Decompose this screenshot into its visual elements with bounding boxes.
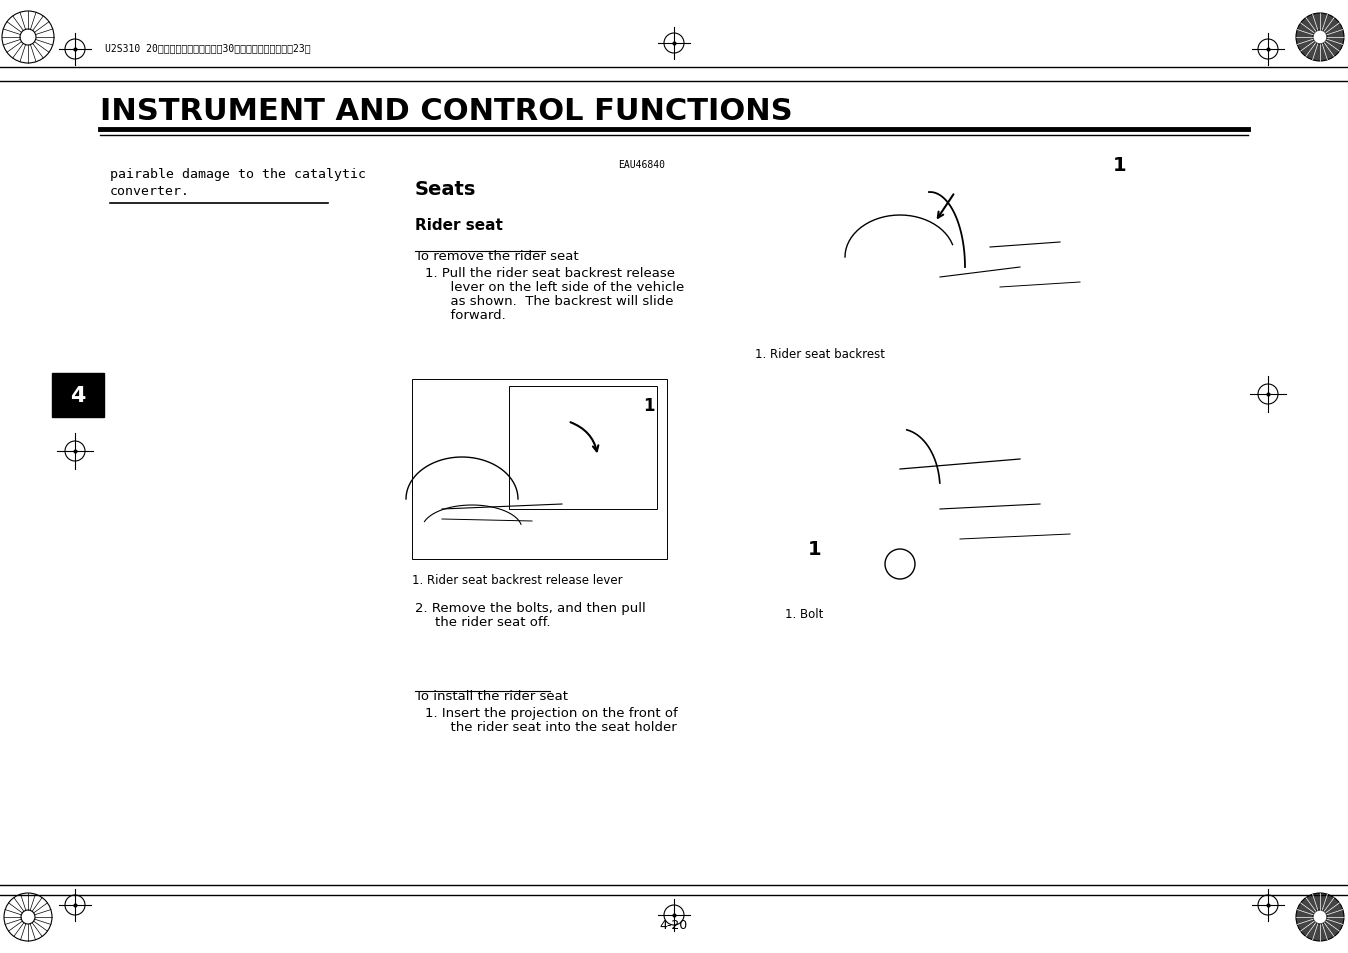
Text: EAU46840: EAU46840 xyxy=(617,160,665,170)
Text: To remove the rider seat: To remove the rider seat xyxy=(415,250,578,263)
Text: Seats: Seats xyxy=(415,180,476,199)
Text: 1. Pull the rider seat backrest release: 1. Pull the rider seat backrest release xyxy=(425,267,675,280)
Bar xyxy=(53,374,104,417)
Text: 1: 1 xyxy=(643,396,655,415)
Text: pairable damage to the catalytic: pairable damage to the catalytic xyxy=(111,168,367,181)
Text: lever on the left side of the vehicle: lever on the left side of the vehicle xyxy=(425,281,685,294)
Text: the rider seat off.: the rider seat off. xyxy=(435,616,550,628)
Text: Rider seat: Rider seat xyxy=(415,218,503,233)
Text: 1. Rider seat backrest: 1. Rider seat backrest xyxy=(755,348,886,360)
Circle shape xyxy=(1295,893,1344,941)
Text: forward.: forward. xyxy=(425,309,506,322)
Text: 2. Remove the bolts, and then pull: 2. Remove the bolts, and then pull xyxy=(415,601,646,615)
Text: the rider seat into the seat holder: the rider seat into the seat holder xyxy=(425,720,677,733)
Text: 1: 1 xyxy=(809,539,822,558)
Text: as shown.  The backrest will slide: as shown. The backrest will slide xyxy=(425,294,674,308)
Circle shape xyxy=(1313,30,1326,45)
Text: 1. Rider seat backrest release lever: 1. Rider seat backrest release lever xyxy=(412,574,623,586)
Text: 1. Insert the projection on the front of: 1. Insert the projection on the front of xyxy=(425,706,678,720)
Circle shape xyxy=(1313,910,1326,924)
Text: INSTRUMENT AND CONTROL FUNCTIONS: INSTRUMENT AND CONTROL FUNCTIONS xyxy=(100,97,793,127)
Text: converter.: converter. xyxy=(111,185,190,198)
Circle shape xyxy=(1295,14,1344,62)
Bar xyxy=(412,379,667,559)
Text: U2S310 20ページ　２００８年８月30日　土曜日　午後２時23分: U2S310 20ページ ２００８年８月30日 土曜日 午後２時23分 xyxy=(105,43,310,53)
Text: 1. Bolt: 1. Bolt xyxy=(785,607,824,620)
Text: 4-20: 4-20 xyxy=(661,919,687,931)
Bar xyxy=(510,387,656,509)
Text: 1: 1 xyxy=(1113,156,1127,174)
Text: 4: 4 xyxy=(70,386,86,406)
Text: To install the rider seat: To install the rider seat xyxy=(415,689,568,702)
